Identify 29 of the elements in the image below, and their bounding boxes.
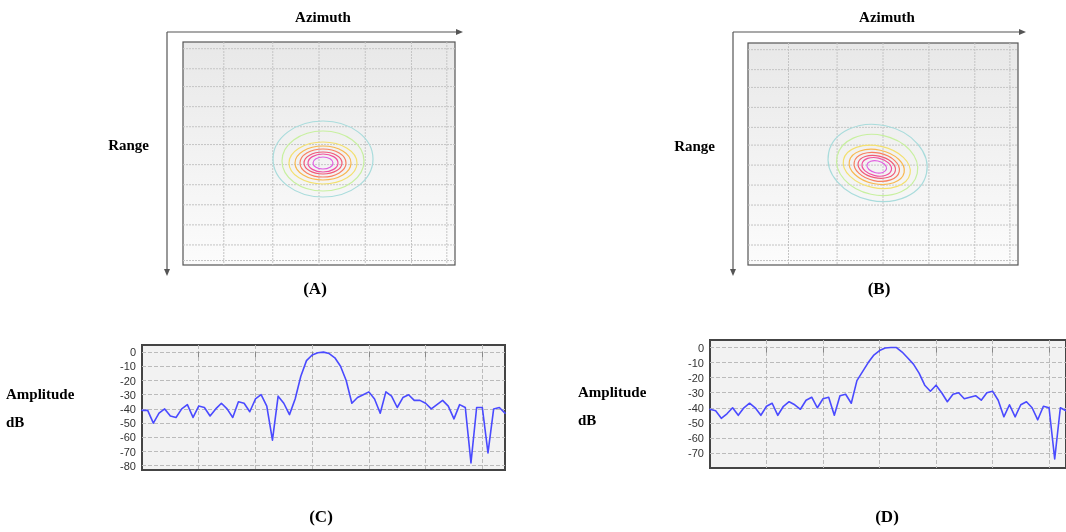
- y-tick-label: -60: [688, 431, 704, 444]
- y-tick-label: -50: [120, 417, 136, 430]
- text: Azimuth: [295, 9, 352, 25]
- y-tick-label: -70: [688, 446, 704, 459]
- y-tick-label: -10: [688, 356, 704, 369]
- y-tick-label: -60: [120, 431, 136, 444]
- text: (D): [875, 507, 899, 526]
- y-tick-label: -50: [688, 416, 704, 429]
- y-tick-label: 0: [129, 346, 136, 359]
- y-tick-label: -20: [688, 371, 704, 384]
- text: (A): [303, 279, 327, 298]
- text: Range: [108, 137, 150, 153]
- line-series: [141, 351, 506, 464]
- text: (B): [867, 279, 891, 298]
- y-tick-label: -70: [120, 445, 136, 458]
- text: Azimuth: [859, 9, 916, 25]
- y-tick-label: -30: [688, 386, 704, 399]
- y-tick-label: -40: [120, 402, 136, 415]
- y-tick-label: -40: [688, 401, 704, 414]
- y-tick-label: -10: [120, 360, 136, 373]
- text: (C): [309, 507, 333, 526]
- text: Range: [674, 138, 716, 154]
- y-tick-label: -20: [120, 374, 136, 387]
- y-axis-title: Amplitude dB: [578, 384, 651, 428]
- y-axis-title: Amplitude dB: [6, 386, 79, 430]
- line-series: [709, 346, 1066, 460]
- y-tick-label: -30: [120, 388, 136, 401]
- y-tick-label: 0: [697, 341, 704, 354]
- y-tick-label: -80: [120, 459, 136, 472]
